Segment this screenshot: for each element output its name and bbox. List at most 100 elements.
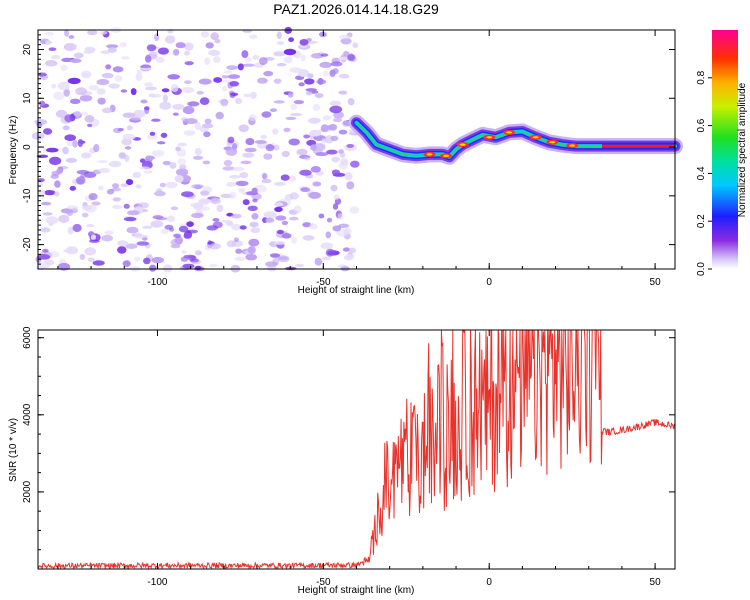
noise-blob	[146, 133, 157, 140]
noise-blob	[177, 142, 187, 147]
noise-blob	[338, 90, 348, 95]
noise-blob	[194, 184, 202, 190]
noise-blob	[213, 77, 223, 83]
noise-blob	[43, 128, 53, 135]
noise-blob	[174, 236, 184, 245]
noise-blob	[184, 61, 194, 66]
snr-x-tick-label: -50	[316, 577, 331, 588]
noise-blob	[40, 201, 52, 206]
noise-blob	[37, 189, 46, 196]
noise-blob	[326, 124, 336, 131]
noise-blob	[166, 215, 176, 223]
noise-blob	[75, 87, 87, 96]
noise-blob	[216, 204, 224, 213]
snr-panel: -100 -50 0 50 2000 4000 6000 Height of straig…	[8, 326, 676, 596]
noise-blob	[160, 132, 168, 138]
noise-blob	[215, 111, 224, 120]
noise-blob	[66, 140, 75, 146]
noise-blob	[133, 109, 145, 119]
noise-blob	[64, 29, 70, 37]
noise-blob	[117, 246, 127, 254]
noise-blob	[277, 256, 289, 260]
noise-blob	[179, 164, 187, 170]
noise-blob	[161, 88, 170, 93]
noise-blob	[344, 172, 353, 181]
noise-blob	[319, 61, 332, 68]
spectral-ridge	[348, 114, 683, 165]
noise-blob	[76, 170, 90, 175]
noise-blob	[312, 103, 320, 112]
noise-blob	[149, 264, 157, 272]
noise-blob	[260, 134, 267, 140]
noise-blob	[169, 227, 175, 232]
colorbar-label: Normalized spectral amplitude	[737, 82, 748, 217]
noise-blob	[330, 184, 338, 192]
noise-blob	[281, 233, 292, 239]
noise-blob	[296, 148, 308, 156]
noise-blob	[136, 241, 149, 246]
noise-blob	[155, 217, 168, 221]
noise-blob	[293, 205, 302, 214]
noise-blob	[45, 216, 59, 225]
noise-blob	[204, 57, 211, 65]
noise-blob	[86, 224, 95, 228]
noise-blob	[179, 223, 188, 227]
noise-blob	[226, 240, 237, 248]
noise-blob	[72, 140, 78, 148]
noise-blob	[182, 106, 195, 115]
noise-blob	[73, 110, 82, 117]
noise-blob	[170, 84, 179, 92]
noise-blob	[144, 106, 150, 111]
noise-blob	[184, 42, 194, 51]
noise-blob	[210, 197, 221, 205]
noise-blob	[37, 261, 51, 269]
noise-blob	[242, 63, 255, 67]
noise-blob	[84, 204, 97, 213]
noise-blob	[210, 32, 219, 41]
noise-blob	[346, 144, 355, 148]
spectrogram-x-ticks: -100 -50 0 50	[57, 30, 661, 288]
snr-y-tick-label: 2000	[22, 480, 33, 503]
ridge-hotspot-core	[443, 154, 450, 158]
noise-blob	[310, 53, 324, 59]
noise-blob	[251, 187, 258, 194]
noise-blob	[88, 239, 100, 243]
noise-blob	[247, 205, 258, 211]
noise-blob	[143, 170, 153, 174]
noise-blob	[201, 123, 214, 129]
noise-blob	[112, 66, 124, 73]
noise-blob	[220, 219, 232, 223]
noise-blob	[65, 157, 78, 163]
noise-blob	[138, 234, 149, 238]
noise-blob	[142, 225, 153, 229]
snr-x-tick-label: -100	[147, 577, 167, 588]
noise-blob	[308, 117, 321, 124]
snr-y-tick-label: 6000	[22, 326, 33, 349]
noise-blob	[329, 69, 336, 77]
noise-blob	[314, 257, 323, 266]
noise-region	[31, 26, 362, 273]
noise-blob	[348, 247, 356, 254]
noise-blob	[108, 160, 122, 168]
noise-blob	[225, 147, 238, 156]
noise-blob	[185, 118, 198, 125]
noise-blob	[198, 78, 212, 85]
noise-blob	[60, 64, 68, 72]
noise-blob	[66, 205, 79, 210]
noise-blob	[124, 146, 132, 150]
noise-blob	[283, 127, 291, 133]
colorbar-ticks: 0.0 0.2 0.4 0.6 0.8	[696, 70, 712, 276]
noise-blob	[63, 88, 70, 97]
noise-blob	[289, 216, 299, 221]
noise-blob	[69, 185, 77, 191]
noise-blob	[97, 97, 106, 105]
colorbar-tick-label: 0.6	[696, 118, 707, 132]
snr-x-tick-label: 50	[650, 577, 662, 588]
noise-blob	[243, 93, 251, 98]
noise-blob	[257, 77, 268, 84]
noise-blob	[245, 138, 255, 146]
noise-blob	[332, 225, 342, 232]
spectrogram-y-tick-label: 20	[22, 44, 33, 56]
noise-blob	[127, 210, 140, 216]
noise-blob	[84, 115, 95, 123]
